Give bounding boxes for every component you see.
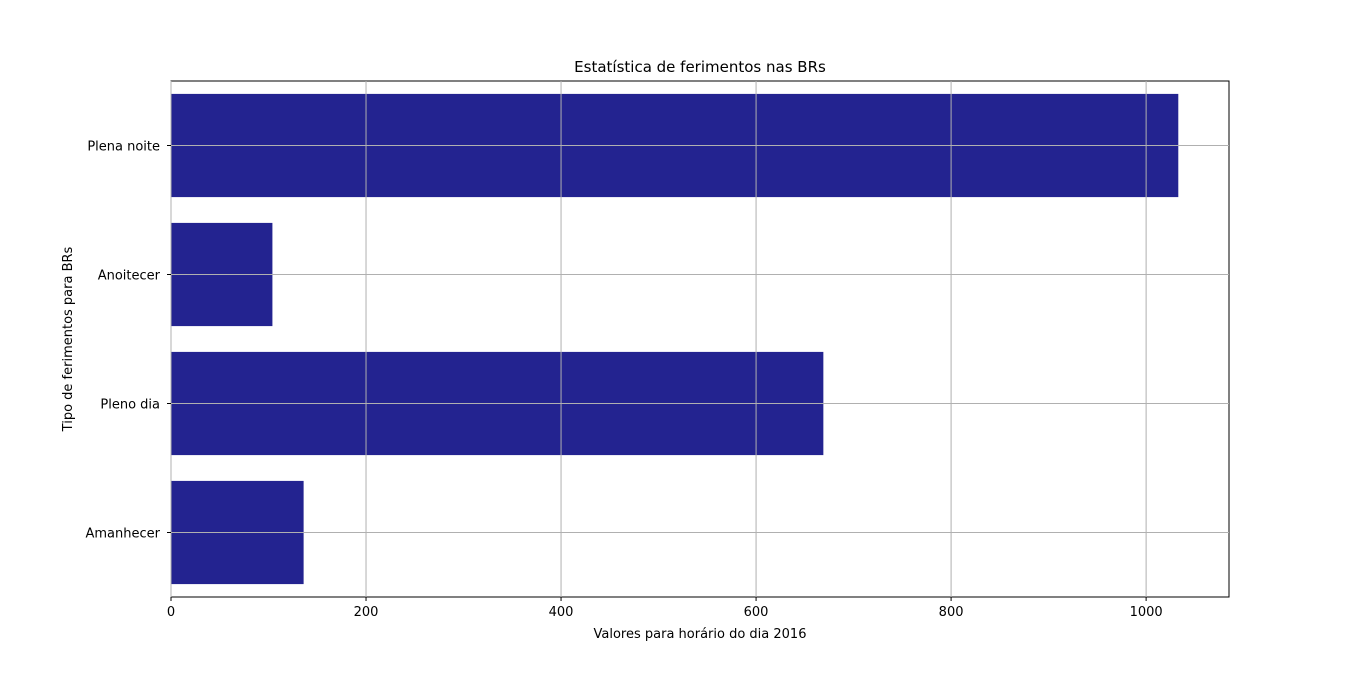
x-tick-label: 1000 (1130, 605, 1163, 620)
x-axis-label: Valores para horário do dia 2016 (594, 627, 807, 642)
bars-layer (171, 93, 1179, 585)
x-tick-label: 600 (744, 605, 769, 620)
x-tick-label: 800 (939, 605, 964, 620)
ticks-layer: 0 200 400 600 800 1000 Amanhecer Pleno dia Anoit… (86, 81, 1229, 620)
x-tick-label: 200 (354, 605, 379, 620)
y-axis-label: Tipo de ferimentos para BRs (61, 246, 76, 432)
y-tick-label: Plena noite (87, 140, 160, 155)
chart-title: Estatística de ferimentos nas BRs (574, 58, 826, 76)
x-tick-label: 0 (167, 605, 175, 620)
y-tick-label: Amanhecer (86, 527, 161, 542)
y-tick-label: Pleno dia (100, 398, 160, 413)
y-tick-label: Anoitecer (98, 269, 161, 284)
x-tick-label: 400 (549, 605, 574, 620)
